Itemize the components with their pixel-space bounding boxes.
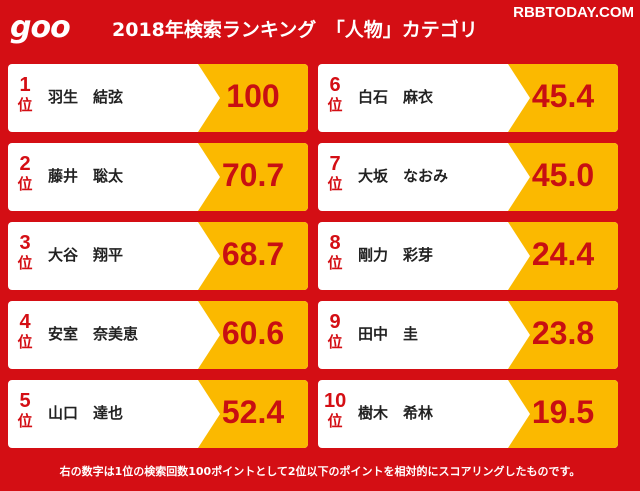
- rank-suffix: 位: [17, 333, 33, 351]
- person-name: 大坂 なおみ: [358, 167, 449, 185]
- person-name: 田中 圭: [358, 325, 419, 343]
- ranking-card: 7 位大坂 なおみ 45.0: [318, 143, 618, 211]
- person-name: 安室 奈美恵: [48, 325, 139, 343]
- rank-value: 9: [329, 311, 341, 333]
- watermark: RBBTODAY.COM: [513, 4, 634, 21]
- score-value: 24.4: [531, 236, 595, 272]
- rank-value: 1: [19, 74, 31, 96]
- score-panel: 70.7: [198, 143, 308, 211]
- rank-value: 10: [324, 390, 347, 412]
- rank-value: 4: [19, 311, 31, 333]
- score-value: 19.5: [531, 394, 595, 430]
- score-panel: 100: [198, 64, 308, 132]
- score-value: 45.0: [531, 157, 595, 193]
- header: goo 2018年検索ランキング 「人物」カテゴリ RBBTODAY.COM: [0, 0, 640, 58]
- ranking-card: 4 位安室 奈美恵 60.6: [8, 301, 308, 369]
- rank-suffix: 位: [327, 412, 343, 430]
- chevron-shape: [508, 64, 530, 132]
- score-panel: 60.6: [198, 301, 308, 369]
- score-value: 68.7: [221, 236, 285, 272]
- rank-suffix: 位: [17, 254, 33, 272]
- person-name: 樹木 希林: [358, 404, 434, 422]
- score-panel: 45.0: [508, 143, 618, 211]
- rank-suffix: 位: [327, 175, 343, 193]
- score-value: 70.7: [221, 157, 285, 193]
- person-name: 山口 達也: [48, 404, 124, 422]
- chevron-shape: [198, 380, 220, 448]
- ranking-card: 10 位樹木 希林 19.5: [318, 380, 618, 448]
- chevron-shape: [198, 222, 220, 290]
- ranking-card: 9 位田中 圭 23.8: [318, 301, 618, 369]
- rank-suffix: 位: [17, 412, 33, 430]
- score-panel: 24.4: [508, 222, 618, 290]
- chevron-shape: [198, 301, 220, 369]
- person-name: 藤井 聡太: [48, 167, 124, 185]
- score-value: 100: [226, 78, 280, 114]
- rank-suffix: 位: [327, 96, 343, 114]
- rank-value: 2: [19, 153, 31, 175]
- score-panel: 19.5: [508, 380, 618, 448]
- score-panel: 45.4: [508, 64, 618, 132]
- rank-suffix: 位: [17, 96, 33, 114]
- score-panel: 23.8: [508, 301, 618, 369]
- chevron-shape: [198, 64, 220, 132]
- rank-suffix: 位: [327, 254, 343, 272]
- rank-value: 7: [329, 153, 341, 175]
- ranking-card: 3 位大谷 翔平 68.7: [8, 222, 308, 290]
- rank-number: 10 位: [324, 390, 346, 430]
- chevron-shape: [198, 143, 220, 211]
- rank-value: 3: [19, 232, 31, 254]
- rank-value: 6: [329, 74, 341, 96]
- chevron-shape: [508, 143, 530, 211]
- person-name: 白石 麻衣: [358, 88, 434, 106]
- ranking-card: 5 位山口 達也 52.4: [8, 380, 308, 448]
- person-name: 大谷 翔平: [48, 246, 124, 264]
- chevron-shape: [508, 380, 530, 448]
- goo-logo: goo: [10, 10, 71, 45]
- rank-value: 5: [19, 390, 31, 412]
- person-name: 羽生 結弦: [48, 88, 124, 106]
- ranking-card: 2 位藤井 聡太 70.7: [8, 143, 308, 211]
- score-panel: 52.4: [198, 380, 308, 448]
- ranking-card: 1 位羽生 結弦 100: [8, 64, 308, 132]
- score-value: 60.6: [221, 315, 285, 351]
- footnote: 右の数字は1位の検索回数100ポイントとして2位以下のポイントを相対的にスコアリ…: [59, 465, 581, 478]
- ranking-card: 6 位白石 麻衣 45.4: [318, 64, 618, 132]
- person-name: 剛力 彩芽: [358, 246, 434, 264]
- score-value: 45.4: [531, 78, 595, 114]
- score-value: 52.4: [221, 394, 285, 430]
- chevron-shape: [508, 301, 530, 369]
- score-value: 23.8: [531, 315, 595, 351]
- score-panel: 68.7: [198, 222, 308, 290]
- chevron-shape: [508, 222, 530, 290]
- rank-value: 8: [329, 232, 341, 254]
- ranking-card: 8 位剛力 彩芽 24.4: [318, 222, 618, 290]
- rank-suffix: 位: [327, 333, 343, 351]
- rank-suffix: 位: [17, 175, 33, 193]
- page-title: 2018年検索ランキング 「人物」カテゴリ: [112, 19, 478, 41]
